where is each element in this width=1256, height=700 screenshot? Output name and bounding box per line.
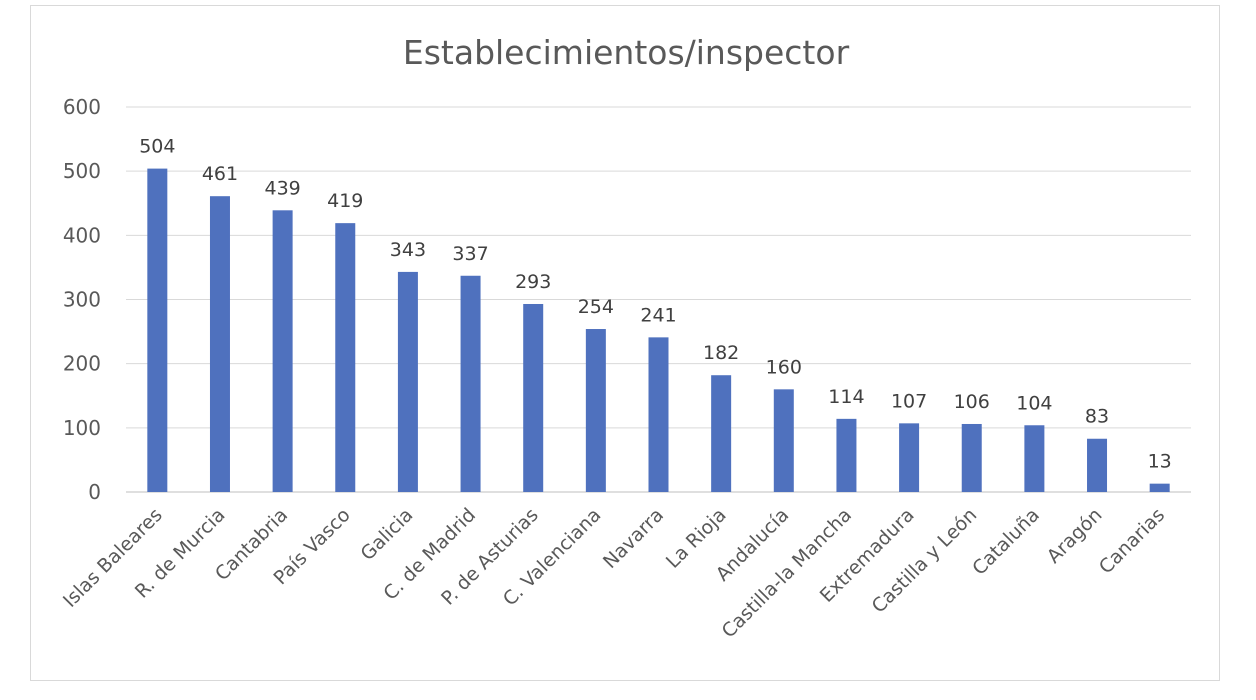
bar <box>147 168 168 492</box>
data-label: 13 <box>1148 451 1172 473</box>
data-label: 504 <box>139 136 175 158</box>
data-label: 106 <box>954 391 990 413</box>
category-label: Aragón <box>1043 504 1107 568</box>
bar <box>711 375 732 492</box>
bar <box>335 223 356 492</box>
data-label: 419 <box>327 190 363 212</box>
chart-title: Establecimientos/inspector <box>403 33 850 72</box>
bars <box>147 168 1170 493</box>
data-label: 293 <box>515 271 551 293</box>
category-label: Navarra <box>599 504 668 573</box>
bar <box>272 210 293 492</box>
bar <box>899 423 920 492</box>
y-tick-label: 300 <box>63 288 101 312</box>
bar <box>1149 483 1170 492</box>
data-label: 337 <box>452 243 488 265</box>
bar <box>523 303 544 492</box>
data-label: 241 <box>640 304 676 326</box>
y-tick-label: 500 <box>63 159 101 183</box>
y-tick-label: 400 <box>63 223 101 247</box>
bar <box>773 389 794 492</box>
data-label: 160 <box>766 356 802 378</box>
data-label: 104 <box>1016 392 1052 414</box>
data-label: 182 <box>703 342 739 364</box>
bar <box>961 423 982 492</box>
data-label: 114 <box>828 386 864 408</box>
category-label: Canarias <box>1095 504 1169 578</box>
data-label: 83 <box>1085 406 1109 428</box>
y-tick-label: 600 <box>63 95 101 119</box>
bar-chart: Establecimientos/inspector 0 100 200 300 400… <box>59 33 1191 642</box>
bar <box>836 418 857 492</box>
y-tick-label: 100 <box>63 416 101 440</box>
bar <box>397 271 418 492</box>
bar <box>209 196 230 493</box>
category-label: Galicia <box>356 504 417 565</box>
y-tick-label: 200 <box>63 352 101 376</box>
data-label: 461 <box>202 163 238 185</box>
data-label: 254 <box>578 296 614 318</box>
y-tick-label: 0 <box>88 480 101 504</box>
data-label: 343 <box>390 239 426 261</box>
bar <box>1087 438 1108 492</box>
chart-area: Establecimientos/inspector 0 100 200 300 400… <box>30 5 1220 681</box>
data-label: 439 <box>264 177 300 199</box>
y-axis-ticks: 0 100 200 300 400 500 600 <box>63 95 101 504</box>
bar <box>460 275 481 492</box>
data-labels: 504 461 439 419 343 337 293 254 241 182 160 114 107 1… <box>139 136 1172 473</box>
bar <box>1024 425 1045 492</box>
data-label: 107 <box>891 390 927 412</box>
bar <box>648 337 669 492</box>
category-label: Cataluña <box>968 504 1044 580</box>
bar <box>585 329 606 492</box>
